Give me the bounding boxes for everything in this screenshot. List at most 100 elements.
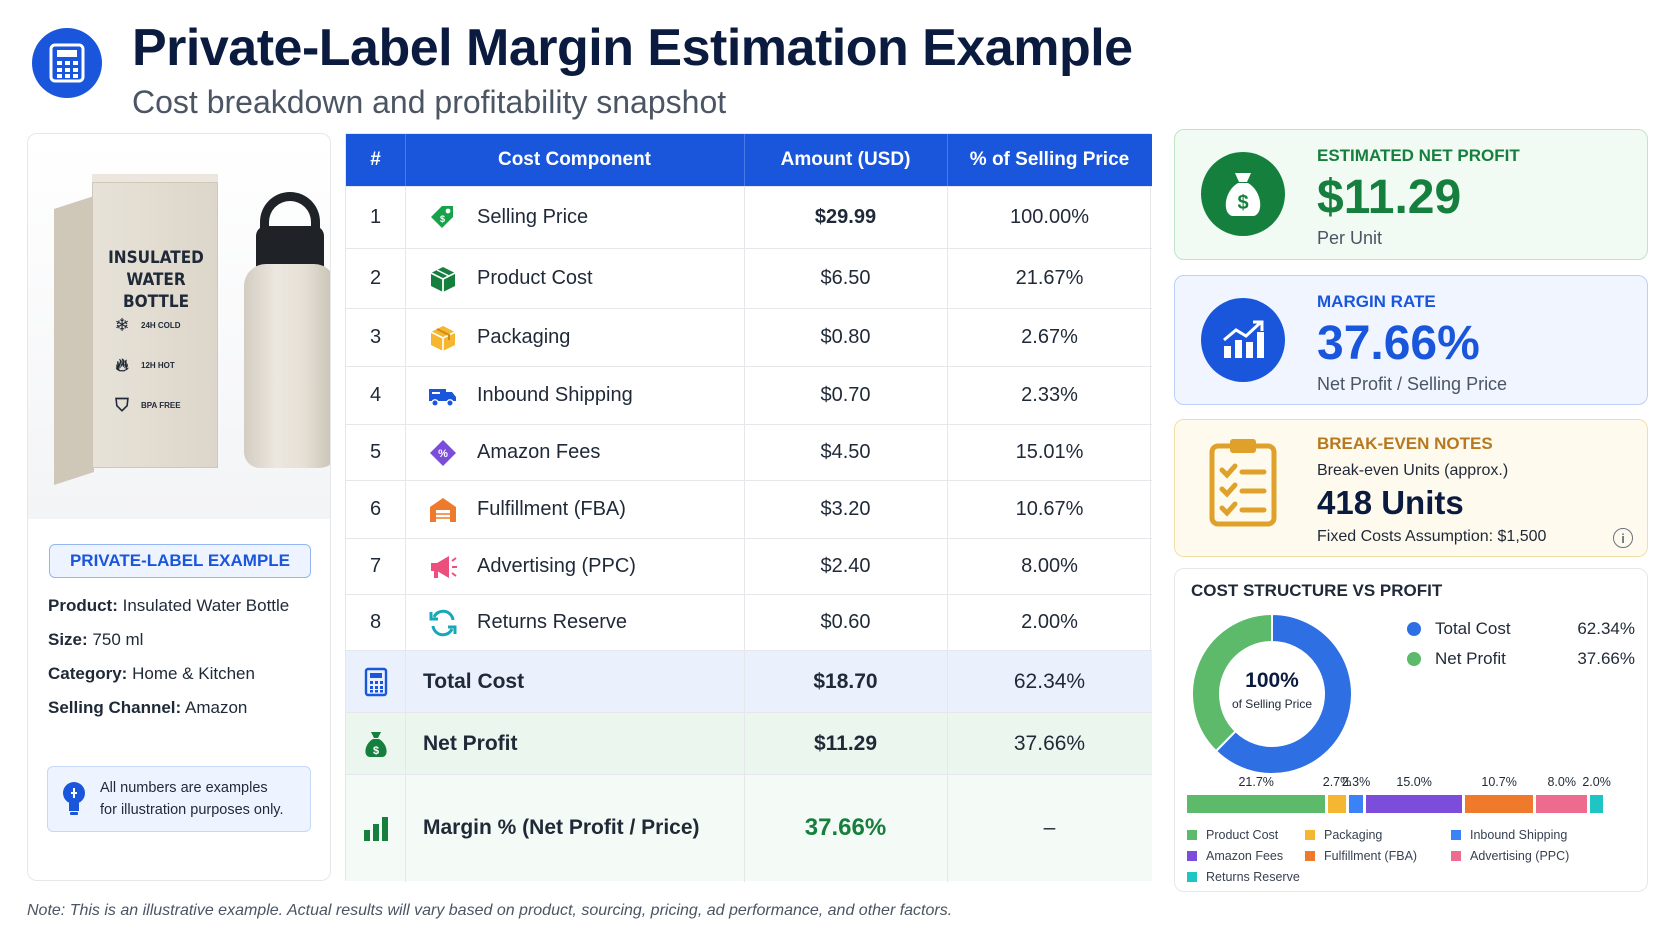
row-pct: –: [1043, 816, 1056, 839]
header-pct: % of Selling Price: [969, 149, 1130, 170]
footnote: Note: This is an illustrative example. A…: [27, 902, 953, 919]
break-even-line2: Fixed Costs Assumption: $1,500: [1317, 528, 1547, 545]
cost-structure-card: COST STRUCTURE VS PROFIT 100% of Selling…: [1174, 568, 1648, 892]
spec-label: Product:: [48, 596, 118, 615]
breakdown-label: 8.0%: [1547, 775, 1576, 789]
breakdown-label: 21.7%: [1238, 775, 1274, 789]
truck-icon: [427, 380, 459, 412]
row-net-profit: $ Net Profit $11.29 37.66%: [346, 712, 1152, 774]
header-amount: Amount (USD): [780, 149, 911, 170]
table-row: 5 % Amazon Fees $4.50 15.01%: [346, 424, 1152, 480]
donut-slice-total-cost: [1214, 612, 1353, 775]
box-label-line1: INSULATED: [108, 248, 204, 268]
page-subtitle: Cost breakdown and profitability snapsho…: [132, 84, 727, 120]
box-side: [54, 196, 94, 485]
legend-label: Amazon Fees: [1206, 849, 1284, 863]
table-row: 6 Fulfillment (FBA) $3.20 10.67%: [346, 480, 1152, 538]
row-pct: 15.01%: [1015, 441, 1084, 463]
calculator-icon: [346, 651, 405, 712]
legend-dot: [1407, 652, 1421, 666]
legend-label: Total Cost: [1435, 619, 1511, 638]
growth-chart-icon: [1201, 298, 1285, 382]
margin-rate-card: MARGIN RATE 37.66% Net Profit / Selling …: [1174, 275, 1648, 405]
row-amount: $2.40: [820, 555, 871, 577]
row-component: Inbound Shipping: [405, 367, 744, 424]
row-component-label: Returns Reserve: [477, 611, 628, 633]
row-pct: 8.00%: [1021, 555, 1078, 577]
package-icon: [427, 322, 459, 354]
row-amount: $0.60: [820, 611, 871, 633]
product-card: INSULATED WATER BOTTLE ❄ 24H COLD 🔥︎ 12H HO…: [27, 133, 331, 881]
price-tag-icon: $: [427, 202, 459, 234]
donut-center-value: 100%: [1245, 669, 1299, 692]
spec-label: Size:: [48, 630, 88, 649]
breakdown-segment: [1187, 795, 1326, 813]
break-even-line1: Break-even Units (approx.): [1317, 462, 1509, 479]
row-amount: $11.29: [813, 731, 878, 755]
page-title: Private-Label Margin Estimation Example: [132, 19, 1133, 77]
table-row: 8 Returns Reserve $0.60 2.00%: [346, 594, 1152, 650]
box-label: INSULATED WATER BOTTLE: [93, 247, 219, 313]
calculator-icon: [32, 28, 102, 98]
row-component: Fulfillment (FBA): [405, 481, 744, 538]
legend-net-profit: Net Profit 37.66%: [1407, 649, 1635, 669]
box-feature-bpa: ⛉ BPA FREE: [111, 395, 180, 416]
breakdown-segment: [1328, 795, 1346, 813]
legend-total-cost: Total Cost 62.34%: [1407, 619, 1635, 639]
shield-check-icon: ⛉: [115, 395, 129, 415]
row-amount: $18.70: [813, 669, 878, 693]
refresh-icon: [427, 607, 459, 639]
spec-category: Category: Home & Kitchen: [48, 664, 255, 684]
box-top: [92, 174, 218, 184]
cost-table: # Cost Component Amount (USD) % of Selli…: [345, 133, 1152, 882]
info-icon[interactable]: i: [1613, 528, 1633, 548]
svg-text:%: %: [438, 448, 448, 460]
row-pct: 100.00%: [1010, 206, 1089, 228]
lightbulb-icon: [48, 781, 100, 817]
bottle-handle: [260, 192, 320, 244]
margin-rate-label: MARGIN RATE: [1317, 292, 1436, 311]
money-bag-icon: $: [346, 713, 405, 774]
row-number: 5: [369, 441, 382, 463]
percent-tag-icon: %: [427, 437, 459, 469]
col-divider: [405, 134, 406, 882]
row-component-label: Total Cost: [423, 669, 525, 693]
net-profit-sub: Per Unit: [1317, 228, 1383, 248]
legend-swatch: [1451, 830, 1461, 840]
legend-dot: [1407, 622, 1421, 636]
spec-label: Category:: [48, 664, 128, 683]
row-component-label: Net Profit: [423, 731, 518, 755]
legend-swatch: [1305, 830, 1315, 840]
breakdown-legend-item: Returns Reserve: [1187, 870, 1300, 884]
product-box: INSULATED WATER BOTTLE ❄ 24H COLD 🔥︎ 12H HO…: [92, 182, 218, 468]
row-component-label: Inbound Shipping: [477, 384, 633, 406]
breakdown-legend-item: Fulfillment (FBA): [1305, 849, 1417, 863]
row-amount: $4.50: [820, 441, 871, 463]
legend-label: Inbound Shipping: [1470, 828, 1568, 842]
svg-text:$: $: [440, 214, 445, 224]
legend-label: Packaging: [1324, 828, 1383, 842]
box-feature-label: 12H HOT: [141, 361, 175, 370]
breakdown-legend-item: Advertising (PPC): [1451, 849, 1569, 863]
breakdown-label: 2.3%: [1341, 775, 1371, 789]
legend-swatch: [1187, 872, 1197, 882]
spec-channel: Selling Channel: Amazon: [48, 698, 247, 718]
spec-size: Size: 750 ml: [48, 630, 143, 650]
private-label-badge: PRIVATE-LABEL EXAMPLE: [49, 544, 311, 578]
row-number: 7: [369, 555, 382, 577]
row-component-label: Margin % (Net Profit / Price): [423, 816, 700, 839]
row-number: 6: [369, 498, 382, 520]
row-pct: 2.33%: [1021, 384, 1078, 406]
margin-rate-value: 37.66%: [1317, 317, 1480, 370]
product-box-icon: [427, 263, 459, 295]
breakdown-segment: [1465, 795, 1534, 813]
note-line2: for illustration purposes only.: [100, 802, 284, 818]
row-pct: 21.67%: [1015, 267, 1084, 289]
breakdown-segment: [1348, 795, 1364, 813]
breakdown-label: 2.0%: [1582, 775, 1611, 789]
legend-swatch: [1305, 851, 1315, 861]
row-component-label: Amazon Fees: [477, 441, 601, 463]
header-num: #: [370, 149, 381, 170]
spec-value: 750 ml: [92, 630, 144, 649]
break-even-value: 418 Units: [1317, 484, 1464, 521]
